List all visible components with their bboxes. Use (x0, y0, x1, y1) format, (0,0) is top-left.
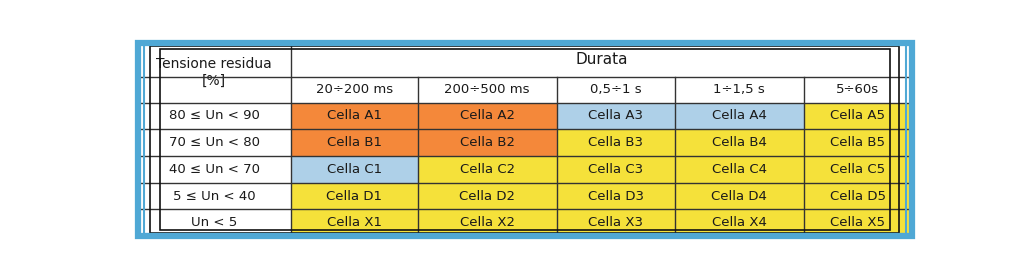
Bar (137, 156, 291, 183)
Bar (137, 43, 291, 103)
Bar (675, 183, 804, 209)
Text: Cella C4: Cella C4 (712, 163, 767, 176)
Text: Cella X2: Cella X2 (460, 216, 515, 229)
Text: Cella B1: Cella B1 (327, 136, 382, 149)
Bar (291, 103, 418, 129)
Text: Cella C2: Cella C2 (460, 163, 515, 176)
Text: 5 ≤ Un < 40: 5 ≤ Un < 40 (173, 190, 255, 203)
Text: Cella D2: Cella D2 (459, 190, 515, 203)
Bar (291, 76, 418, 103)
Bar (557, 183, 675, 209)
Text: Cella X3: Cella X3 (589, 216, 643, 229)
Bar (557, 76, 675, 103)
Text: Cella X4: Cella X4 (712, 216, 767, 229)
Bar (675, 129, 804, 156)
Bar (291, 129, 418, 156)
Text: 20÷200 ms: 20÷200 ms (315, 83, 393, 96)
Bar (675, 156, 804, 183)
Text: Cella D1: Cella D1 (327, 190, 382, 203)
Bar (804, 76, 912, 103)
Bar (557, 156, 675, 183)
Bar (291, 209, 418, 236)
Text: Cella X5: Cella X5 (830, 216, 886, 229)
Bar (804, 129, 912, 156)
Bar (137, 103, 291, 129)
Bar (675, 209, 804, 236)
Bar (804, 183, 912, 209)
Bar (143, 44, 906, 234)
Bar (418, 103, 557, 129)
Bar (804, 156, 912, 183)
Bar (291, 156, 418, 183)
Text: 70 ≤ Un < 80: 70 ≤ Un < 80 (169, 136, 260, 149)
Text: Cella C5: Cella C5 (830, 163, 886, 176)
Text: Cella D4: Cella D4 (712, 190, 767, 203)
Text: Un < 5: Un < 5 (191, 216, 238, 229)
Text: Cella A1: Cella A1 (327, 110, 382, 123)
Bar (418, 156, 557, 183)
Text: Cella A4: Cella A4 (712, 110, 767, 123)
Text: Durata: Durata (575, 52, 628, 67)
Text: 0,5÷1 s: 0,5÷1 s (590, 83, 642, 96)
Bar (557, 103, 675, 129)
Text: Cella C1: Cella C1 (327, 163, 382, 176)
Bar (557, 209, 675, 236)
Bar (291, 183, 418, 209)
Text: 80 ≤ Un < 90: 80 ≤ Un < 90 (169, 110, 260, 123)
Text: 1÷1,5 s: 1÷1,5 s (714, 83, 765, 96)
Text: Cella C3: Cella C3 (589, 163, 643, 176)
Text: 40 ≤ Un < 70: 40 ≤ Un < 70 (169, 163, 260, 176)
Text: Cella B4: Cella B4 (712, 136, 767, 149)
Bar (151, 46, 899, 233)
Bar (137, 209, 291, 236)
Text: Cella A3: Cella A3 (589, 110, 643, 123)
Bar (418, 129, 557, 156)
Bar (675, 76, 804, 103)
Bar (418, 209, 557, 236)
Bar (291, 43, 912, 76)
Bar (137, 129, 291, 156)
Text: Cella B5: Cella B5 (830, 136, 886, 149)
Bar (804, 209, 912, 236)
Bar (675, 103, 804, 129)
Text: Cella B3: Cella B3 (589, 136, 643, 149)
Text: Cella B2: Cella B2 (460, 136, 515, 149)
Bar (804, 103, 912, 129)
Text: 5÷60s: 5÷60s (837, 83, 880, 96)
Bar (160, 49, 890, 230)
Text: Tensione residua
[%]: Tensione residua [%] (157, 57, 272, 88)
Text: Cella D5: Cella D5 (829, 190, 886, 203)
Text: Cella A5: Cella A5 (830, 110, 886, 123)
Bar (137, 183, 291, 209)
Bar (557, 129, 675, 156)
Bar (418, 76, 557, 103)
Text: Cella D3: Cella D3 (588, 190, 644, 203)
Text: Cella X1: Cella X1 (327, 216, 382, 229)
Bar (418, 183, 557, 209)
Text: Cella A2: Cella A2 (460, 110, 515, 123)
Text: 200÷500 ms: 200÷500 ms (444, 83, 529, 96)
